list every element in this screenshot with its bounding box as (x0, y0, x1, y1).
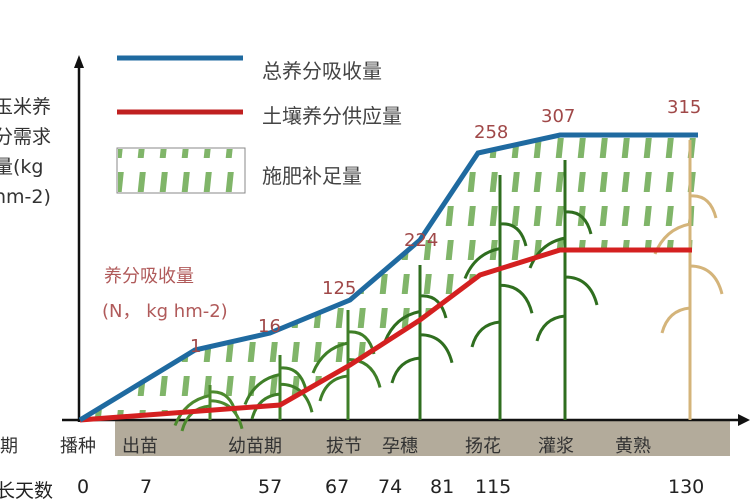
day-label: 0 (77, 476, 90, 498)
x-axis-arrow (738, 414, 750, 426)
total-uptake-line (78, 132, 698, 423)
annotation-unit: (N， kg hm-2) (102, 301, 228, 322)
y-axis-label: 玉米养分需求量(kg hm-2) (0, 96, 52, 208)
point-label: 16 (258, 316, 281, 337)
stage-label: 出苗 (122, 436, 158, 457)
stage-label: 孕穗 (382, 436, 418, 457)
legend-label-total: 总养分吸收量 (262, 59, 382, 83)
point-label: 224 (404, 230, 439, 251)
day-label: 74 (378, 476, 403, 498)
point-label: 1 (190, 336, 202, 357)
point-label: 315 (667, 97, 702, 118)
point-label: 307 (541, 106, 576, 127)
corn-plant (383, 265, 454, 420)
soil-supply-line (79, 247, 692, 423)
day-label: 115 (475, 476, 512, 498)
corn-plant (653, 140, 724, 420)
day-label: 81 (430, 476, 455, 498)
stage-label: 扬花 (465, 436, 501, 457)
corn-plant (528, 160, 599, 420)
stage-label: 拔节 (326, 436, 362, 457)
ground-band (115, 420, 730, 456)
y-axis-arrow (74, 55, 84, 68)
point-label: 125 (322, 278, 357, 299)
day-label: 67 (325, 476, 350, 498)
stage-label: 播种 (60, 436, 96, 457)
stage-label: 灌浆 (538, 436, 574, 457)
legend-label-soil: 土壤养分供应量 (262, 104, 402, 128)
legend-hatch-fill (118, 149, 244, 192)
stage-label: 幼苗期 (228, 436, 282, 457)
legend-label-fertilizer: 施肥补足量 (262, 164, 362, 188)
stage-row-label: 期 (0, 436, 18, 457)
corn-plant (463, 175, 534, 420)
annotation-title: 养分吸收量 (104, 266, 194, 287)
days-row-label: 长天数 (0, 480, 54, 502)
day-label: 7 (140, 476, 153, 498)
point-label: 258 (474, 122, 509, 143)
day-label: 57 (258, 476, 283, 498)
stage-label: 黄熟 (615, 436, 651, 457)
day-label: 130 (668, 476, 705, 498)
